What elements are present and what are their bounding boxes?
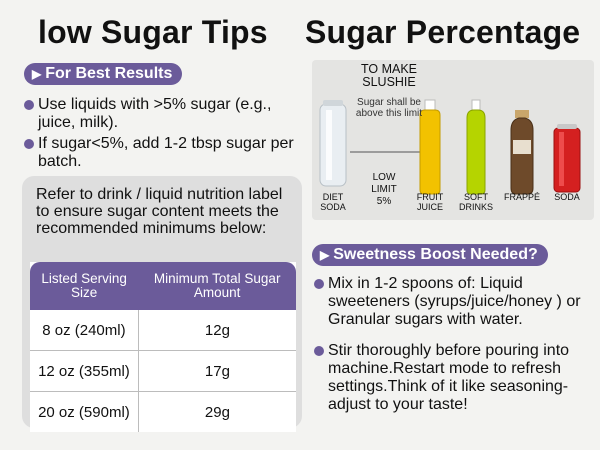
right-title: Sugar Percentage [305,14,581,50]
to-make-slushie-label: TO MAKE SLUSHIE [360,62,418,89]
bullet-dot-icon [24,139,34,149]
sugar-percentage-graphic: TO MAKE SLUSHIE Sugar shall be above thi… [312,60,594,220]
bullet-dot-icon [314,279,324,289]
sugar-cell: 17g [138,350,296,392]
diet-soda-can-icon [319,100,347,187]
sugar-table: Listed Serving Size Minimum Total Sugar … [30,262,296,432]
best-results-badge: ▶ For Best Results [24,63,183,85]
drink-label: DIET SODA [320,192,346,212]
threshold-note: Sugar shall be above this limit [355,97,423,119]
bullet-dot-icon [314,346,324,356]
low-limit-label: LOW LIMIT 5% [371,172,397,207]
play-triangle-icon: ▶ [320,248,330,262]
serving-cell: 20 oz (590ml) [30,391,139,432]
list-item: If sugar<5%, add 1-2 tbsp sugar per batc… [22,135,302,171]
best-results-list: Use liquids with >5% sugar (e.g., juice,… [22,96,302,174]
drink-label: FRAPPÉ [503,192,540,202]
sweetness-label: Sweetness Boost Needed? [333,246,538,263]
list-item: Stir thoroughly before pouring into mach… [312,342,594,414]
column-header-sugar: Minimum Total Sugar Amount [138,262,296,310]
fruit-juice-bottle-icon [419,99,441,195]
drink-label: FRUIT JUICE [416,192,444,212]
table-row: 8 oz (240ml) 12g [30,310,296,351]
column-header-serving: Listed Serving Size [30,262,139,310]
soda-can-icon [553,124,581,193]
sweetness-list: Mix in 1-2 spoons of: Liquid sweeteners … [312,275,594,427]
left-title: low Sugar Tips [38,14,268,50]
table-row: 20 oz (590ml) 29g [30,391,296,432]
soft-drink-bottle-icon [466,99,486,195]
low-limit-value: 5% [376,196,392,207]
list-item: Use liquids with >5% sugar (e.g., juice,… [22,96,302,132]
reference-text: Refer to drink / liquid nutrition label … [36,186,283,237]
serving-cell: 8 oz (240ml) [30,310,139,351]
bullet-dot-icon [24,100,34,110]
frappe-jar-icon [510,110,534,195]
best-results-label: For Best Results [45,65,173,82]
drink-label: SOFT DRINKS [458,192,493,212]
sugar-cell: 12g [138,310,296,351]
sugar-cell: 29g [204,403,230,421]
play-triangle-icon: ▶ [32,67,42,81]
table-row: 12 oz (355ml) 17g [30,350,296,392]
sweetness-badge: ▶ Sweetness Boost Needed? [312,244,548,266]
list-item: Mix in 1-2 spoons of: Liquid sweeteners … [312,275,594,329]
drink-label: SODA [554,192,580,202]
drinks-illustration [312,60,594,220]
serving-cell: 12 oz (355ml) [30,350,139,392]
reference-panel: Refer to drink / liquid nutrition label … [22,176,302,432]
